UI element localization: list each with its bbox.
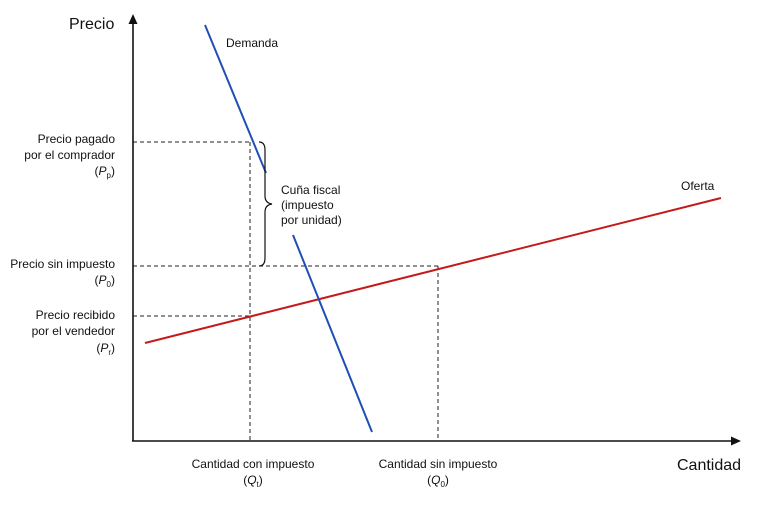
price-received-line1: Precio recibido: [36, 308, 116, 322]
price-paid-symbol: (Pp): [95, 164, 115, 180]
quantity-with-tax-symbol: (Qt): [243, 473, 263, 489]
demand-label: Demanda: [226, 36, 278, 50]
demand-curve-lower: [292, 234, 373, 433]
y-axis-arrowhead: [128, 14, 138, 24]
tax-wedge-line1: Cuña fiscal: [281, 183, 340, 197]
price-no-tax-label: Precio sin impuesto (P0): [10, 257, 115, 289]
tax-wedge-label: Cuña fiscal (impuesto por unidad): [281, 183, 342, 227]
x-axis-arrowhead: [731, 436, 741, 446]
x-axis-title: Cantidad: [677, 457, 741, 474]
price-received-line2: por el vendedor: [32, 324, 115, 338]
price-no-tax-line1: Precio sin impuesto: [10, 257, 115, 271]
quantity-with-tax-label: Cantidad con impuesto (Qt): [192, 457, 315, 489]
quantity-no-tax-label: Cantidad sin impuesto (Q0): [379, 457, 498, 489]
axes: [128, 14, 741, 446]
supply-curve: [144, 197, 722, 344]
guide-lines: [133, 141, 439, 441]
quantity-no-tax-symbol: (Q0): [427, 473, 449, 489]
price-paid-line1: Precio pagado: [38, 132, 116, 146]
quantity-no-tax-line1: Cantidad sin impuesto: [379, 457, 498, 471]
quantity-with-tax-line1: Cantidad con impuesto: [192, 457, 315, 471]
demand-curve-upper: [204, 24, 267, 174]
price-paid-label: Precio pagado por el comprador (Pp): [24, 132, 115, 180]
tax-wedge-line3: por unidad): [281, 213, 342, 227]
price-no-tax-symbol: (P0): [95, 273, 115, 289]
price-received-symbol: (Pr): [96, 341, 115, 357]
price-received-label: Precio recibido por el vendedor (Pr): [32, 308, 116, 357]
tax-wedge-line2: (impuesto: [281, 198, 334, 212]
price-paid-line2: por el comprador: [24, 148, 115, 162]
y-axis-title: Precio: [69, 16, 114, 33]
tax-wedge-brace: [258, 141, 273, 267]
supply-label: Oferta: [681, 179, 715, 193]
